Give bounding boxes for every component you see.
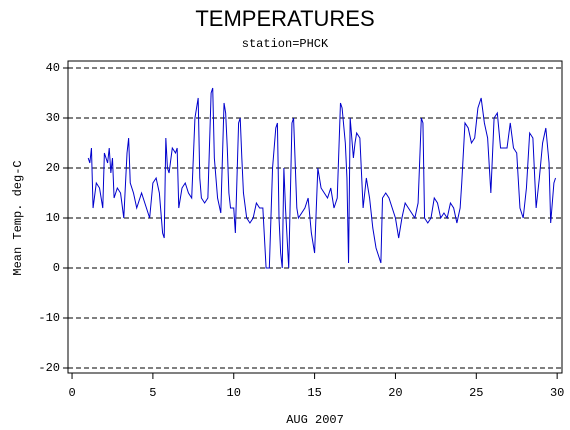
x-tick-label: 5 bbox=[149, 386, 156, 400]
chart-subtitle: station=PHCK bbox=[242, 37, 329, 51]
y-tick-label: 0 bbox=[53, 261, 60, 275]
x-tick-label: 30 bbox=[550, 386, 564, 400]
x-tick-label: 15 bbox=[307, 386, 321, 400]
x-axis-label: AUG 2007 bbox=[286, 413, 344, 427]
y-tick-label: -10 bbox=[38, 311, 60, 325]
y-tick-label: 40 bbox=[46, 61, 60, 75]
x-tick-label: 20 bbox=[388, 386, 402, 400]
y-tick-label: -20 bbox=[38, 361, 60, 375]
x-tick-label: 25 bbox=[469, 386, 483, 400]
chart-title: TEMPERATURES bbox=[195, 6, 374, 31]
x-tick-label: 10 bbox=[227, 386, 241, 400]
y-tick-label: 20 bbox=[46, 161, 60, 175]
y-tick-label: 10 bbox=[46, 211, 60, 225]
y-tick-label: 30 bbox=[46, 111, 60, 125]
data-line bbox=[87, 87, 557, 269]
plot-frame bbox=[67, 60, 563, 374]
x-tick-label: 0 bbox=[68, 386, 75, 400]
y-axis-label: Mean Temp. deg-C bbox=[11, 160, 25, 275]
